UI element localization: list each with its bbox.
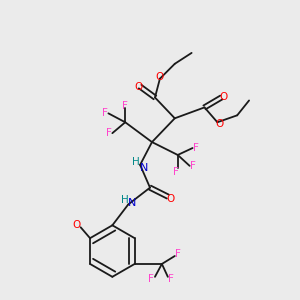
- Text: N: N: [128, 197, 136, 208]
- Text: F: F: [173, 167, 179, 177]
- Text: H: H: [122, 194, 129, 205]
- Text: O: O: [219, 92, 227, 103]
- Text: O: O: [215, 119, 224, 129]
- Text: F: F: [193, 143, 199, 153]
- Text: O: O: [167, 194, 175, 203]
- Text: N: N: [140, 163, 148, 173]
- Text: O: O: [156, 72, 164, 82]
- Text: O: O: [134, 82, 142, 92]
- Text: F: F: [106, 128, 112, 138]
- Text: O: O: [73, 220, 81, 230]
- Text: F: F: [190, 161, 196, 171]
- Text: F: F: [148, 274, 154, 284]
- Text: F: F: [122, 101, 128, 111]
- Text: H: H: [132, 157, 140, 167]
- Text: F: F: [168, 274, 174, 284]
- Text: F: F: [175, 249, 181, 259]
- Text: F: F: [103, 108, 108, 118]
